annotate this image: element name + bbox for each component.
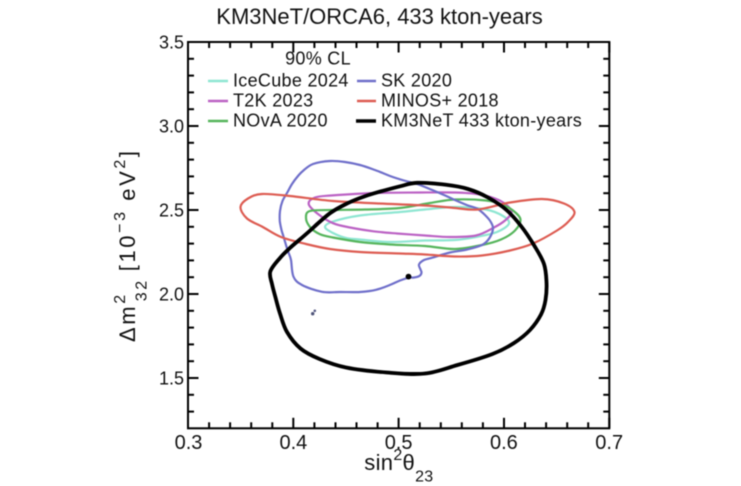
- svg-text:3.0: 3.0: [159, 117, 184, 137]
- svg-text:KM3NeT/ORCA6, 433 kton-years: KM3NeT/ORCA6, 433 kton-years: [216, 4, 542, 29]
- svg-text:KM3NeT 433 kton-years: KM3NeT 433 kton-years: [381, 111, 582, 131]
- svg-text:1.5: 1.5: [159, 369, 184, 389]
- svg-text:NOvA 2020: NOvA 2020: [233, 111, 328, 131]
- svg-text:0.5: 0.5: [385, 432, 413, 454]
- svg-text:0.6: 0.6: [490, 432, 518, 454]
- svg-text:90% CL: 90% CL: [285, 49, 351, 69]
- svg-text:3.5: 3.5: [159, 33, 184, 53]
- svg-text:0.4: 0.4: [279, 432, 307, 454]
- svg-text:0.3: 0.3: [175, 432, 203, 454]
- svg-text:2.0: 2.0: [159, 285, 184, 305]
- svg-text:IceCube 2024: IceCube 2024: [233, 71, 349, 91]
- svg-text:T2K 2023: T2K 2023: [233, 91, 313, 111]
- svg-text:0.7: 0.7: [595, 432, 623, 454]
- svg-text:SK 2020: SK 2020: [381, 71, 452, 91]
- svg-text:2.5: 2.5: [159, 201, 184, 221]
- svg-text:MINOS+ 2018: MINOS+ 2018: [381, 91, 499, 111]
